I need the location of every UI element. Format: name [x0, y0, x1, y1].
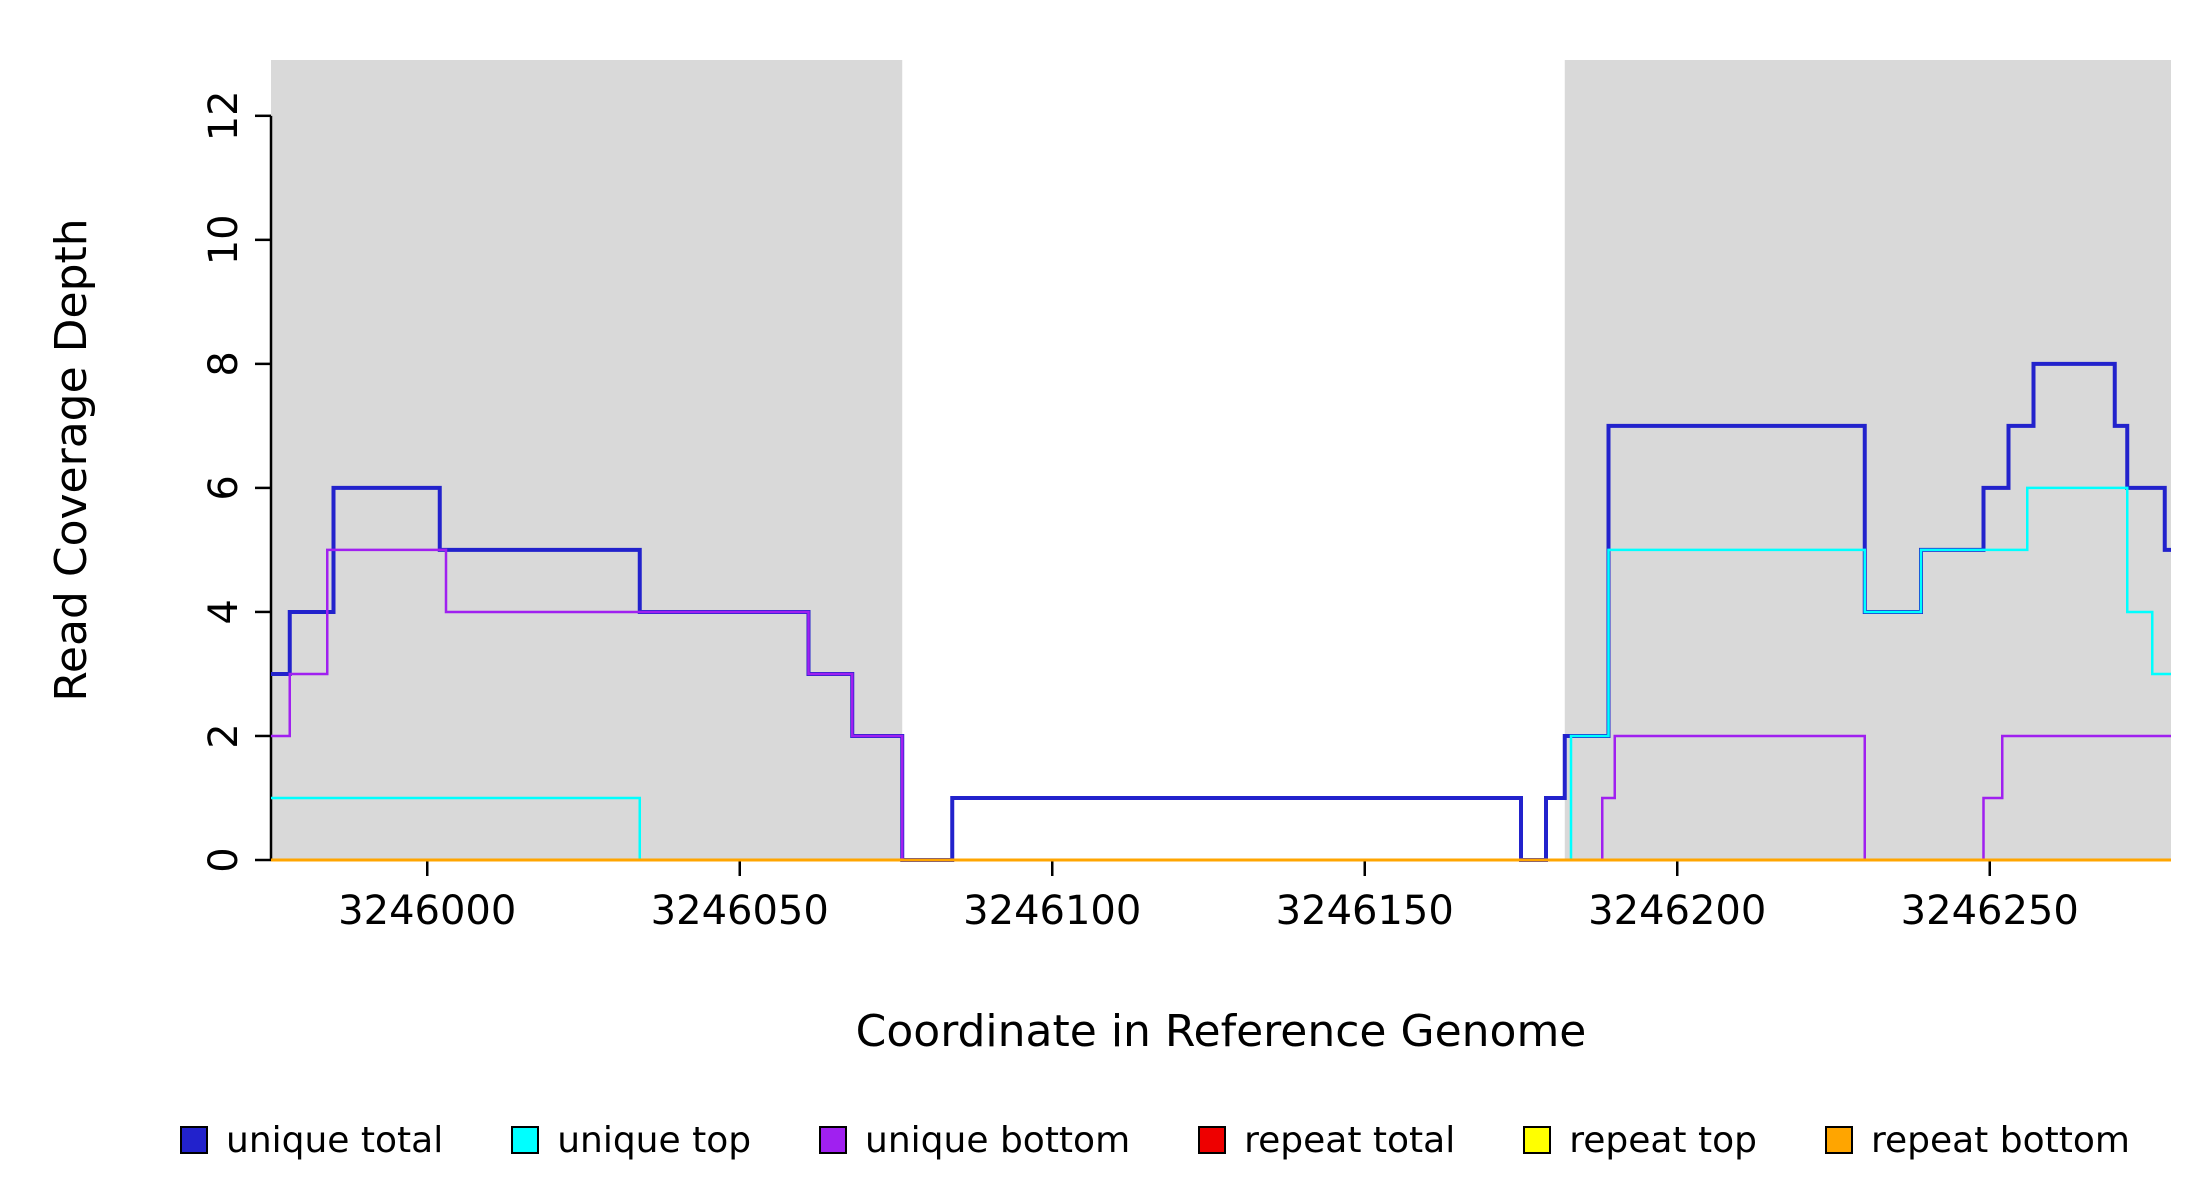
legend-label: unique total	[226, 1119, 444, 1161]
legend-item-repeat-total: repeat total	[1198, 1120, 1455, 1161]
plot-layers: 0 2 4 6 8 10 12 3246000 3246050 3246100 3246150 324…	[201, 60, 2171, 934]
y-axis-title: Read Coverage Depth	[46, 218, 97, 701]
x-tick-label: 3246250	[1901, 888, 2079, 934]
x-tick-label: 3246100	[963, 888, 1141, 934]
legend-item-repeat-bottom: repeat bottom	[1824, 1119, 2130, 1161]
legend-label: repeat top	[1569, 1119, 1757, 1161]
legend-swatch-repeat-top	[1523, 1126, 1552, 1154]
y-tick-label: 2	[201, 723, 247, 748]
x-axis-title: Coordinate in Reference Genome	[856, 1006, 1587, 1057]
y-tick-label: 10	[201, 214, 247, 265]
x-tick-label: 3246200	[1588, 888, 1766, 934]
legend-swatch-unique-bottom	[819, 1126, 848, 1154]
legend-label: unique bottom	[865, 1119, 1131, 1161]
legend-label: unique top	[557, 1119, 752, 1161]
chart-legend: unique total unique top unique bottom repea…	[0, 1080, 2200, 1200]
legend-item-unique-total: unique total	[180, 1120, 443, 1161]
legend-label: repeat bottom	[1870, 1119, 2130, 1161]
x-tick-label: 3246150	[1276, 888, 1454, 934]
y-tick-label: 0	[201, 847, 247, 872]
shaded-region	[1564, 60, 2171, 860]
legend-swatch-repeat-total	[1198, 1126, 1227, 1154]
legend-label: repeat total	[1244, 1119, 1456, 1161]
x-tick-label: 3246050	[651, 888, 829, 934]
y-tick-label: 12	[201, 90, 247, 141]
legend-item-unique-top: unique top	[511, 1120, 751, 1161]
series-unique-bottom	[271, 548, 2171, 862]
shaded-region	[271, 60, 903, 860]
legend-swatch-unique-top	[511, 1126, 540, 1154]
y-tick-label: 6	[201, 475, 247, 500]
x-tick-label: 3246000	[338, 888, 516, 934]
coverage-plot-svg: 0 2 4 6 8 10 12 3246000 3246050 3246100 3246150 324…	[46, 60, 2171, 1057]
legend-swatch-unique-total	[180, 1126, 208, 1154]
y-tick-label: 4	[201, 599, 247, 624]
legend-item-repeat-top: repeat top	[1523, 1120, 1757, 1161]
legend-item-unique-bottom: unique bottom	[819, 1120, 1130, 1161]
y-tick-label: 8	[201, 351, 247, 376]
series-unique-total	[271, 361, 2171, 862]
legend-swatch-repeat-bottom	[1824, 1126, 1853, 1154]
